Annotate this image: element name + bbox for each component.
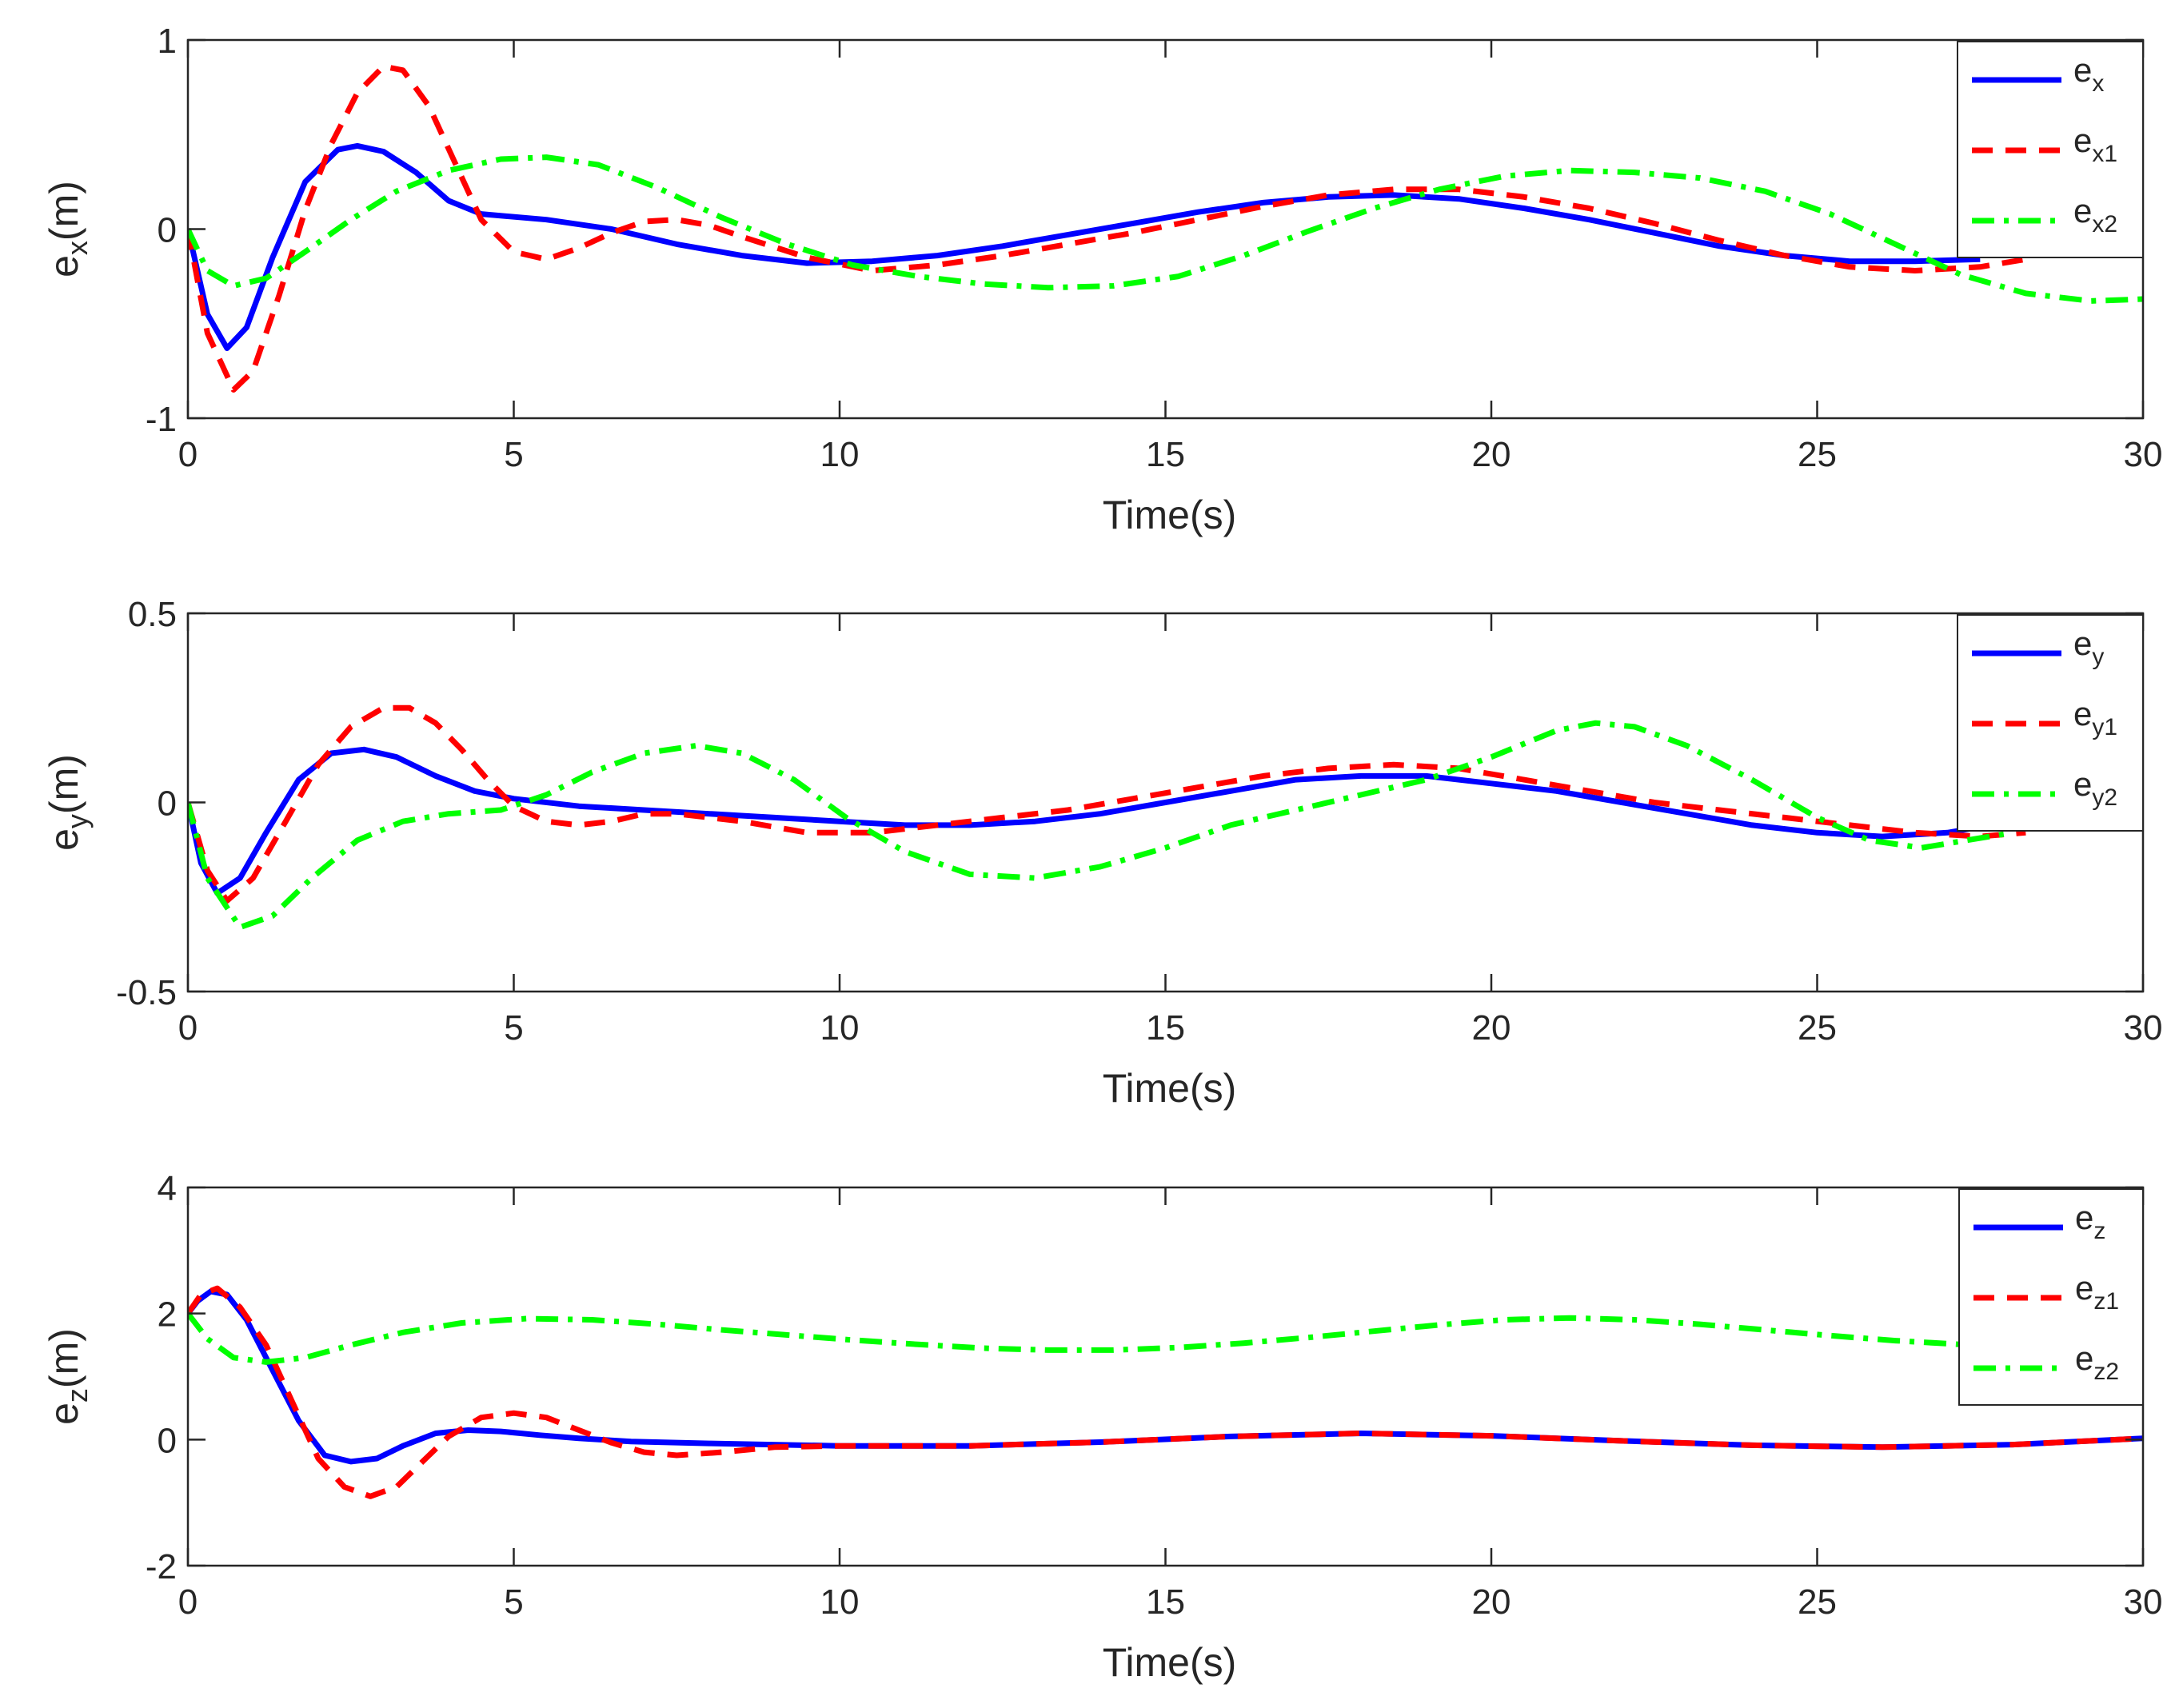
x-tick-label: 30 [2124, 435, 2163, 474]
legend-label-e-z2-sub: z2 [2093, 1359, 2119, 1385]
x-tick-label: 30 [2124, 1008, 2163, 1048]
legend-label-e-y1-base: e [2073, 695, 2092, 732]
y-tick-label: 0 [158, 211, 177, 250]
legend-label-e-y2-base: e [2073, 765, 2092, 803]
y-axis-label-group: ey(m) [42, 754, 94, 851]
y-axis-label-sub: z [61, 1388, 94, 1403]
legend-label-e-y-base: e [2073, 625, 2092, 662]
legend-label-e-y2-sub: y2 [2092, 784, 2117, 811]
series-line-e-z [188, 1288, 2143, 1465]
legend-label-e-y2: ey2 [2073, 765, 2117, 811]
y-axis-label-unit: (m) [42, 181, 86, 241]
series-line-e-y2 [188, 720, 2013, 931]
y-tick-label: 4 [158, 1169, 177, 1208]
x-axis-label: Time(s) [1103, 1066, 1237, 1111]
y-axis-label-group: ex(m) [42, 181, 94, 277]
x-tick-label: 10 [820, 1582, 860, 1622]
legend-label-e-z2-base: e [2075, 1339, 2093, 1377]
legend-label-e-z: ez [2075, 1199, 2105, 1244]
x-tick-label: 10 [820, 1008, 860, 1048]
series-group [188, 1285, 2143, 1499]
series-group [188, 704, 2026, 931]
y-tick-label: 0 [158, 784, 177, 824]
legend-label-e-x1: ex1 [2073, 122, 2117, 167]
y-tick-label: 0 [158, 1421, 177, 1460]
y-axis-label-sub: y [61, 814, 94, 828]
x-tick-label: 10 [820, 435, 860, 474]
legend-label-e-z1-sub: z1 [2093, 1288, 2119, 1315]
legend-label-e-x-base: e [2073, 51, 2092, 89]
x-tick-label: 0 [178, 435, 198, 474]
y-tick-label: -1 [146, 400, 177, 439]
series-line-e-x2 [188, 154, 2143, 304]
legend-label-e-x-sub: x [2092, 70, 2104, 97]
x-axis-label: Time(s) [1103, 493, 1237, 537]
series-group [188, 63, 2143, 393]
legend-label-e-z-sub: z [2093, 1218, 2105, 1244]
x-tick-label: 25 [1798, 1582, 1837, 1622]
y-tick-label: 1 [158, 22, 177, 61]
y-axis-label-base: e [42, 255, 86, 277]
legend-label-e-x: ex [2073, 51, 2104, 97]
legend-label-e-z2: ez2 [2075, 1339, 2119, 1385]
y-axis-label: ey(m) [42, 754, 94, 851]
legend-label-e-x1-sub: x1 [2092, 141, 2117, 167]
y-tick-label: -0.5 [116, 973, 177, 1012]
legend-label-e-y1: ey1 [2073, 695, 2117, 740]
x-axis-label: Time(s) [1103, 1640, 1237, 1685]
legend-label-e-y-sub: y [2092, 644, 2104, 670]
legend-label-e-x1-base: e [2073, 122, 2092, 159]
x-tick-label: 20 [1472, 1582, 1511, 1622]
x-tick-label: 30 [2124, 1582, 2163, 1622]
x-tick-label: 0 [178, 1582, 198, 1622]
x-tick-label: 25 [1798, 435, 1837, 474]
legend-label-e-z-base: e [2075, 1199, 2093, 1236]
series-line-e-z2 [188, 1311, 2013, 1365]
x-tick-label: 5 [504, 1008, 523, 1048]
y-axis-label-unit: (m) [42, 754, 86, 814]
x-tick-label: 15 [1146, 1008, 1185, 1048]
series-line-e-y1 [188, 704, 2026, 904]
plot-area [188, 1187, 2143, 1566]
x-tick-label: 20 [1472, 1008, 1511, 1048]
plot-area [188, 40, 2143, 418]
y-axis-label-sub: x [61, 241, 94, 255]
y-axis-label: ex(m) [42, 181, 94, 277]
x-tick-label: 15 [1146, 435, 1185, 474]
y-tick-label: 0.5 [128, 595, 177, 634]
legend-label-e-y1-sub: y1 [2092, 714, 2117, 740]
legend-label-e-x2: ex2 [2073, 192, 2117, 237]
y-axis-label-base: e [42, 828, 86, 851]
x-tick-label: 5 [504, 1582, 523, 1622]
legend-label-e-y: ey [2073, 625, 2104, 670]
x-tick-label: 25 [1798, 1008, 1837, 1048]
legend-label-e-z1: ez1 [2075, 1269, 2119, 1315]
legend-label-e-x2-sub: x2 [2092, 211, 2117, 237]
y-tick-label: 2 [158, 1295, 177, 1335]
x-tick-label: 15 [1146, 1582, 1185, 1622]
y-tick-label: -2 [146, 1547, 177, 1586]
y-axis-label: ez(m) [42, 1328, 94, 1425]
legend-label-e-z1-base: e [2075, 1269, 2093, 1307]
y-axis-label-unit: (m) [42, 1328, 86, 1388]
x-tick-label: 20 [1472, 435, 1511, 474]
y-axis-label-group: ez(m) [42, 1328, 94, 1425]
series-line-e-x1 [188, 63, 2026, 393]
x-tick-label: 5 [504, 435, 523, 474]
legend-label-e-x2-base: e [2073, 192, 2092, 229]
y-axis-label-base: e [42, 1403, 86, 1425]
x-tick-label: 0 [178, 1008, 198, 1048]
